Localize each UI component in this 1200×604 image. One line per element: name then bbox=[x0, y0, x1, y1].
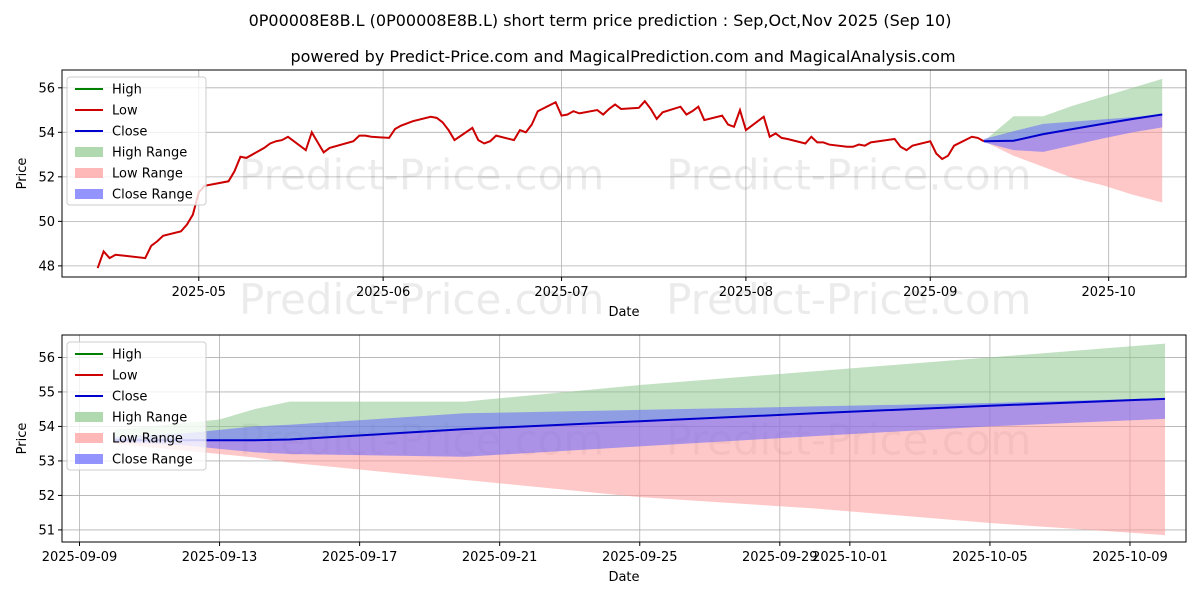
y-tick-label: 51 bbox=[38, 523, 55, 538]
x-tick-label: 2025-06 bbox=[356, 285, 410, 300]
y-tick-label: 56 bbox=[38, 81, 55, 96]
y-tick-label: 53 bbox=[38, 454, 55, 469]
axes-frame bbox=[61, 69, 1187, 278]
y-tick-label: 52 bbox=[38, 170, 55, 185]
low-range-band bbox=[114, 398, 1165, 536]
legend-label: High bbox=[112, 348, 142, 363]
legend: High Low Close High Range Low Range Close Ran… bbox=[66, 341, 207, 471]
legend-swatch-close_range bbox=[75, 454, 103, 464]
bottom-panel: Predict-Price.comPredict-Price.com2025-0… bbox=[15, 334, 1187, 585]
low-price-line bbox=[96, 99, 985, 269]
chart-subtitle: powered by Predict-Price.com and Magical… bbox=[290, 47, 955, 66]
x-tick-label: 2025-09-17 bbox=[322, 550, 398, 565]
legend: High Low Close High Range Low Range Close Ran… bbox=[66, 76, 207, 206]
high-range-band bbox=[114, 343, 1165, 441]
legend-label: Close bbox=[112, 390, 147, 405]
y-tick-label: 48 bbox=[38, 259, 55, 274]
x-axis-label: Date bbox=[608, 305, 639, 320]
chart-title: 0P00008E8B.L (0P00008E8B.L) short term p… bbox=[249, 11, 952, 30]
x-tick-label: 2025-09-13 bbox=[182, 550, 258, 565]
y-axis-label: Price bbox=[15, 158, 30, 190]
y-tick-label: 54 bbox=[38, 126, 55, 141]
legend-swatch-low_range bbox=[75, 168, 103, 178]
x-tick-label: 2025-09-29 bbox=[742, 550, 818, 565]
y-axis-label: Price bbox=[15, 423, 30, 455]
legend-swatch-high_range bbox=[75, 412, 103, 422]
top-panel: Predict-Price.com Predict-Price.com Predic… bbox=[15, 69, 1187, 324]
legend-label: Close Range bbox=[112, 188, 193, 203]
plot-area bbox=[114, 343, 1166, 536]
legend-label: Low Range bbox=[112, 167, 183, 182]
x-tick-label: 2025-10-05 bbox=[952, 550, 1028, 565]
x-tick-label: 2025-08 bbox=[719, 285, 773, 300]
close-range-band bbox=[114, 398, 1165, 457]
y-tick-label: 56 bbox=[38, 351, 55, 366]
legend-label: Low bbox=[112, 369, 138, 384]
close-range-band bbox=[983, 114, 1163, 152]
legend-label: Low bbox=[112, 104, 138, 119]
x-tick-label: 2025-09-25 bbox=[602, 550, 678, 565]
watermark-text: Predict-Price.com bbox=[666, 151, 1031, 200]
axes-frame bbox=[61, 334, 1187, 543]
x-tick-label: 2025-07 bbox=[534, 285, 588, 300]
y-tick-label: 52 bbox=[38, 489, 55, 504]
watermark-text: Predict-Price.com bbox=[666, 275, 1031, 324]
y-tick-label: 55 bbox=[38, 385, 55, 400]
legend-label: Close Range bbox=[112, 453, 193, 468]
high-range-band bbox=[983, 78, 1163, 142]
legend-label: High Range bbox=[112, 146, 187, 161]
x-tick-label: 2025-09-09 bbox=[42, 550, 118, 565]
x-tick-label: 2025-09 bbox=[903, 285, 957, 300]
y-tick-label: 50 bbox=[38, 215, 55, 230]
x-tick-label: 2025-10 bbox=[1082, 285, 1136, 300]
x-tick-label: 2025-10-09 bbox=[1092, 550, 1168, 565]
x-tick-label: 2025-05 bbox=[172, 285, 226, 300]
x-tick-label: 2025-09-21 bbox=[462, 550, 538, 565]
legend-swatch-close_range bbox=[75, 189, 103, 199]
watermark-text: Predict-Price.com bbox=[239, 275, 604, 324]
y-tick-label: 54 bbox=[38, 420, 55, 435]
plot-area bbox=[96, 78, 1163, 269]
legend-label: Low Range bbox=[112, 432, 183, 447]
legend-swatch-low_range bbox=[75, 433, 103, 443]
legend-swatch-high_range bbox=[75, 147, 103, 157]
x-tick-label: 2025-10-01 bbox=[812, 550, 888, 565]
legend-label: High bbox=[112, 83, 142, 98]
x-axis-label: Date bbox=[608, 570, 639, 585]
watermark-text: Predict-Price.com bbox=[239, 151, 604, 200]
legend-label: High Range bbox=[112, 411, 187, 426]
low-range-band bbox=[983, 114, 1163, 203]
legend-label: Close bbox=[112, 125, 147, 140]
close-forecast-line bbox=[983, 113, 1163, 143]
